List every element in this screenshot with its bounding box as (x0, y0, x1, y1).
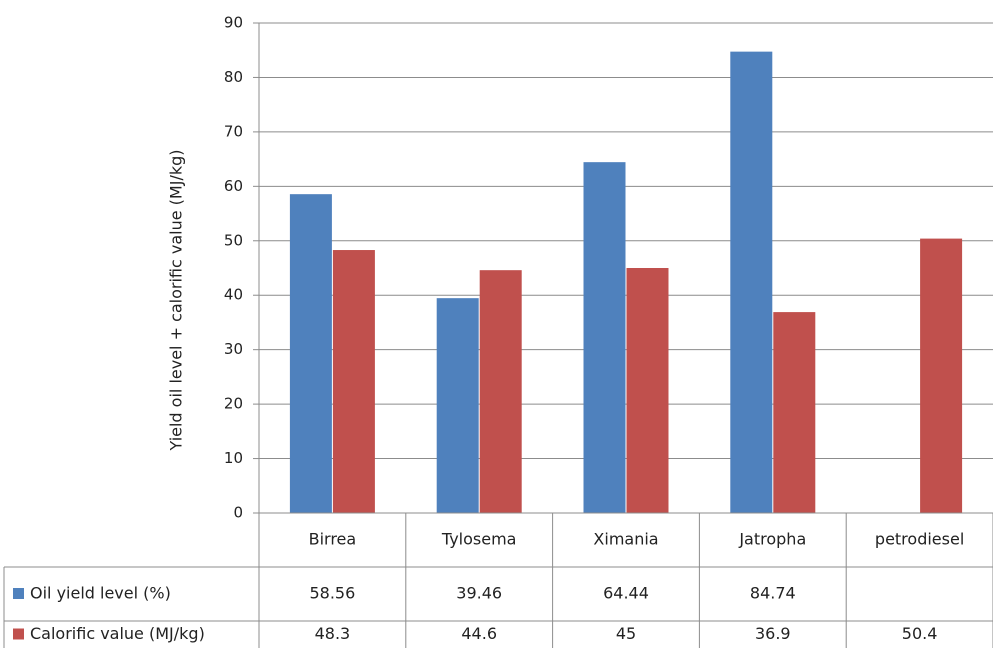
y-tick-label: 70 (224, 122, 243, 140)
table-cell-value: 58.56 (309, 584, 355, 603)
table-cell-value: 48.3 (315, 624, 351, 643)
bar-calorific-birrea (332, 250, 375, 514)
table-cell-value: 36.9 (755, 624, 791, 643)
y-tick-label: 90 (224, 14, 243, 32)
y-tick-label: 20 (224, 395, 243, 413)
y-tick-label: 40 (224, 286, 243, 304)
table-cell-value: 44.6 (461, 624, 497, 643)
y-tick-label: 30 (224, 340, 243, 358)
x-category-label: Ximania (593, 530, 658, 549)
bars (289, 51, 963, 514)
y-axis-ticks: 0 10 20 30 40 50 60 70 80 90 (224, 14, 243, 522)
table-cell-value: 50.4 (902, 624, 938, 643)
bar-calorific-tylosema (479, 270, 522, 513)
bar-calorific-petrodiesel (920, 238, 963, 513)
bar-oil-yield-tylosema (436, 298, 479, 513)
table-cell-value: 84.74 (750, 584, 796, 603)
bar-oil-yield-ximania (583, 162, 626, 513)
y-tick-label: 50 (224, 231, 243, 249)
table-cell-value: 45 (616, 624, 636, 643)
bar-calorific-jatropha (773, 312, 816, 513)
y-tick-label: 10 (224, 449, 243, 467)
legend-swatch (13, 588, 24, 599)
legend-label: Oil yield level (%) (30, 584, 171, 603)
x-category-label: petrodiesel (875, 530, 964, 549)
x-category-label: Tylosema (441, 530, 517, 549)
data-table: Birrea Tylosema Ximania Jatropha petrodiesel… (3, 512, 993, 648)
y-tick-label: 80 (224, 68, 243, 86)
x-category-label: Birrea (309, 530, 357, 549)
table-cell-value: 39.46 (456, 584, 502, 603)
x-category-label: Jatropha (738, 530, 806, 549)
table-cell-value: 64.44 (603, 584, 649, 603)
legend-label: Calorific value (MJ/kg) (30, 624, 205, 643)
y-tick-label: 0 (233, 504, 243, 522)
bar-oil-yield-birrea (289, 194, 332, 513)
y-axis-label: Yield oil level + calorific value (MJ/kg… (167, 150, 186, 452)
gridlines (253, 22, 993, 514)
legend-swatch (13, 628, 24, 640)
y-tick-label: 60 (224, 177, 243, 195)
bar-calorific-ximania (626, 268, 669, 513)
bar-oil-yield-jatropha (730, 51, 773, 513)
